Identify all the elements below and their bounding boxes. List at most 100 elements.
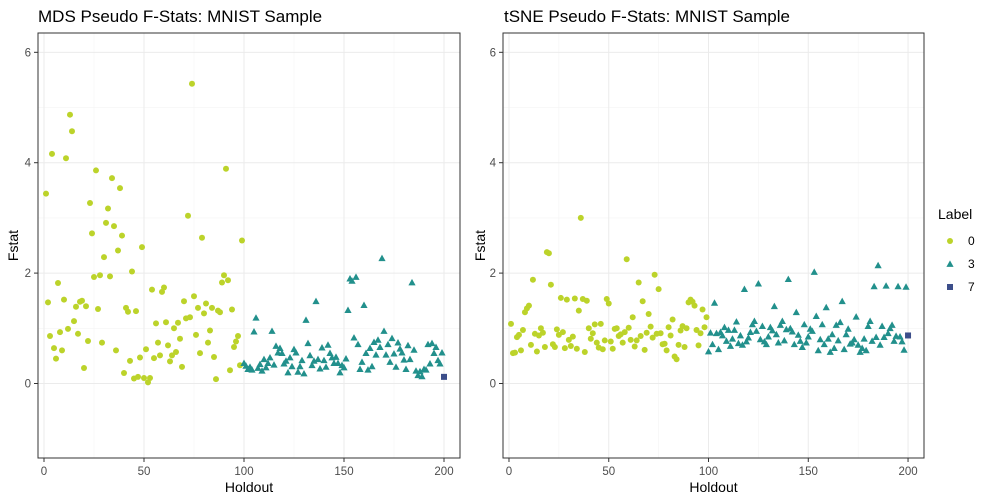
data-point-label-0 bbox=[135, 373, 141, 380]
data-point-label-0 bbox=[111, 223, 117, 230]
data-point-label-0 bbox=[149, 286, 155, 293]
data-point-label-3 bbox=[348, 277, 356, 284]
data-point-label-3 bbox=[708, 340, 717, 348]
data-point-label-0 bbox=[527, 341, 534, 348]
data-point-label-0 bbox=[177, 335, 183, 342]
data-point-label-0 bbox=[227, 367, 233, 374]
data-point-label-0 bbox=[649, 334, 656, 341]
data-point-label-3 bbox=[874, 261, 882, 269]
data-point-label-3 bbox=[890, 337, 898, 344]
data-point-label-0 bbox=[85, 337, 91, 344]
data-point-label-3 bbox=[376, 343, 384, 350]
data-point-label-3 bbox=[742, 337, 751, 345]
data-point-label-3 bbox=[386, 358, 394, 365]
data-point-label-0 bbox=[107, 273, 113, 280]
data-point-label-3 bbox=[282, 357, 290, 364]
data-point-label-0 bbox=[699, 306, 706, 313]
data-point-label-3 bbox=[354, 340, 362, 348]
data-point-label-3 bbox=[430, 349, 438, 357]
data-point-label-3 bbox=[738, 341, 747, 348]
y-tick-label: 0 bbox=[25, 378, 31, 390]
data-point-label-3 bbox=[840, 345, 848, 353]
data-point-label-0 bbox=[139, 244, 145, 251]
data-point-label-0 bbox=[161, 284, 167, 291]
data-point-label-3 bbox=[718, 331, 727, 339]
data-point-label-3 bbox=[432, 343, 440, 350]
data-point-label-0 bbox=[147, 374, 153, 381]
data-point-label-3 bbox=[788, 328, 796, 335]
data-point-label-0 bbox=[639, 298, 646, 305]
data-point-label-3 bbox=[332, 353, 340, 360]
data-point-label-3 bbox=[344, 306, 352, 313]
data-point-label-3 bbox=[342, 355, 350, 362]
data-point-label-3 bbox=[860, 335, 868, 342]
y-tick-label: 2 bbox=[490, 268, 496, 280]
data-point-label-3 bbox=[790, 340, 798, 348]
data-point-label-0 bbox=[193, 331, 199, 338]
data-point-label-0 bbox=[541, 344, 548, 351]
data-point-label-0 bbox=[641, 346, 648, 353]
data-point-label-0 bbox=[217, 309, 223, 316]
data-point-label-3 bbox=[270, 361, 278, 368]
data-point-label-0 bbox=[551, 344, 558, 351]
data-point-label-3 bbox=[852, 313, 860, 320]
x-tick-label: 0 bbox=[41, 466, 47, 478]
data-point-label-3 bbox=[358, 358, 366, 365]
data-point-label-0 bbox=[533, 348, 540, 355]
data-point-label-0 bbox=[143, 346, 149, 353]
data-point-label-3 bbox=[302, 316, 310, 323]
data-point-label-0 bbox=[697, 330, 704, 337]
data-point-label-0 bbox=[605, 300, 612, 307]
data-point-label-0 bbox=[673, 356, 680, 363]
data-point-label-3 bbox=[828, 330, 836, 338]
y-tick-label: 6 bbox=[490, 47, 496, 59]
data-point-label-3 bbox=[406, 355, 414, 363]
data-point-label-3 bbox=[870, 282, 878, 290]
data-point-label-0 bbox=[179, 363, 185, 370]
data-point-label-3 bbox=[416, 367, 424, 375]
tsne-y-axis: 0 2 4 6 bbox=[490, 47, 503, 390]
data-point-label-0 bbox=[203, 300, 209, 307]
data-point-label-3 bbox=[372, 351, 380, 358]
data-point-label-3 bbox=[264, 359, 272, 366]
data-point-label-3 bbox=[762, 340, 770, 348]
data-point-label-3 bbox=[794, 331, 802, 338]
data-point-label-0 bbox=[519, 326, 526, 333]
data-point-label-0 bbox=[165, 342, 171, 349]
data-point-label-3 bbox=[404, 341, 412, 349]
data-point-label-3 bbox=[810, 268, 818, 275]
data-point-label-0 bbox=[133, 308, 139, 315]
data-point-label-0 bbox=[175, 319, 181, 326]
data-point-label-3 bbox=[724, 326, 733, 333]
data-point-label-3 bbox=[366, 344, 374, 352]
data-point-label-3 bbox=[298, 356, 306, 364]
data-point-label-3 bbox=[726, 342, 735, 349]
data-point-label-3 bbox=[336, 368, 344, 376]
data-point-label-3 bbox=[800, 320, 808, 328]
data-point-label-0 bbox=[647, 323, 654, 330]
data-point-label-0 bbox=[529, 276, 536, 283]
data-point-label-3 bbox=[850, 335, 858, 343]
data-point-label-0 bbox=[117, 185, 123, 192]
data-point-label-3 bbox=[888, 321, 896, 328]
data-point-label-0 bbox=[553, 326, 560, 333]
data-point-label-3 bbox=[720, 323, 729, 331]
data-point-label-3 bbox=[776, 321, 784, 328]
x-tick-label: 50 bbox=[602, 466, 615, 478]
data-point-label-7 bbox=[905, 332, 912, 339]
data-point-label-3 bbox=[862, 346, 870, 354]
data-point-label-0 bbox=[81, 365, 87, 372]
data-point-label-3 bbox=[398, 348, 406, 356]
data-point-label-3 bbox=[774, 339, 782, 346]
tsne-panel-border bbox=[502, 32, 925, 459]
data-point-label-0 bbox=[507, 320, 514, 327]
data-point-label-3 bbox=[798, 343, 806, 350]
data-point-label-0 bbox=[563, 296, 570, 303]
data-point-label-3 bbox=[350, 334, 358, 341]
data-point-label-3 bbox=[394, 339, 402, 346]
data-point-label-0 bbox=[633, 337, 640, 344]
data-point-label-0 bbox=[163, 319, 169, 326]
mds-panel-border bbox=[37, 32, 461, 459]
data-point-label-0 bbox=[173, 349, 179, 356]
data-point-label-3 bbox=[740, 285, 749, 292]
